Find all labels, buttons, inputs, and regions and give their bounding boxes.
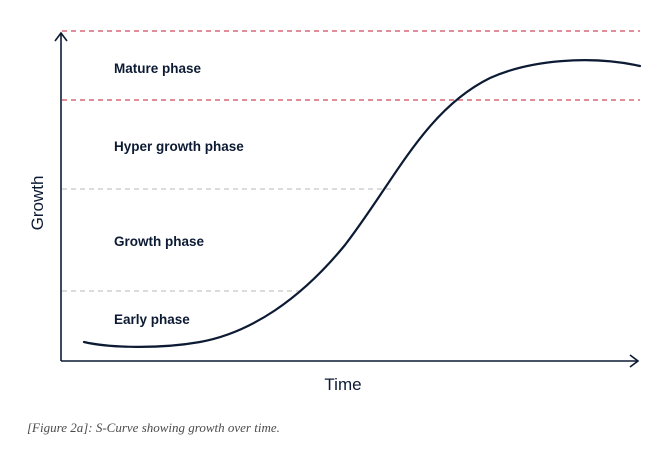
y-axis-arrowhead	[54, 31, 68, 42]
hyper-growth-phase-label: Hyper growth phase	[114, 139, 244, 154]
s-curve	[82, 59, 642, 348]
early-phase-label: Early phase	[114, 312, 190, 327]
growth-phase-label: Growth phase	[114, 234, 205, 249]
mature-phase-label: Mature phase	[114, 61, 202, 76]
x-axis-arrowhead	[629, 354, 640, 368]
figure-caption: [Figure 2a]: S-Curve showing growth over…	[27, 420, 280, 435]
y-axis-title: Growth	[28, 176, 47, 231]
x-axis-title: Time	[324, 375, 361, 394]
